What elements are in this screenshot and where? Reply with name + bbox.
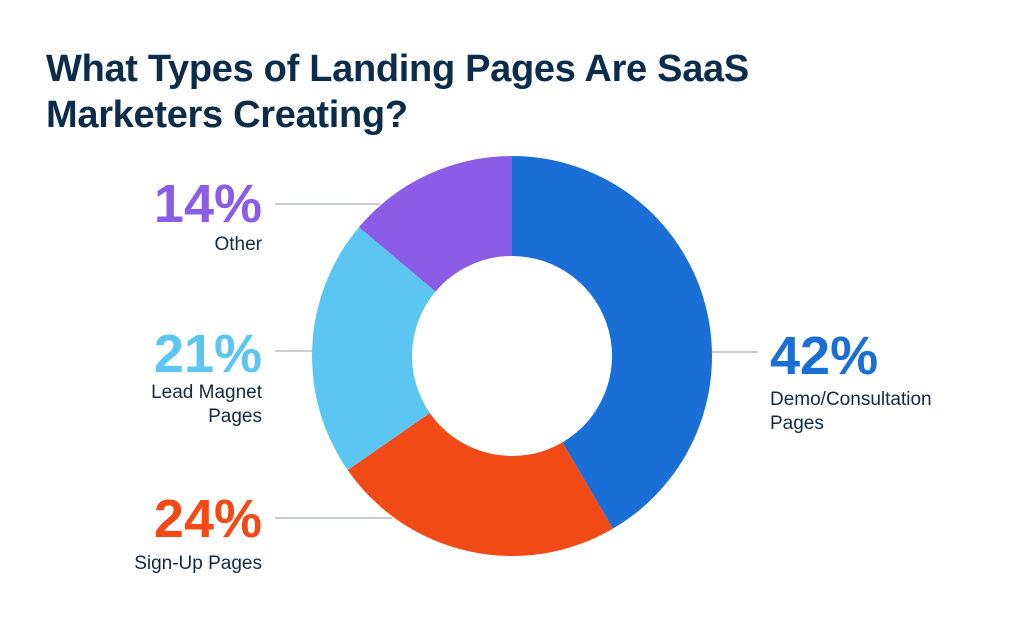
donut-slice-1	[347, 413, 613, 556]
slice-category-label-2-0: Lead Magnet	[151, 382, 263, 403]
donut-slice-2	[312, 227, 436, 471]
slice-category-label-3-0: Other	[214, 234, 262, 255]
slice-percent-label-3: 14%	[154, 174, 262, 234]
slice-percent-label-2: 21%	[154, 324, 262, 384]
donut-slice-3	[359, 156, 512, 292]
slice-category-label-0-1: Pages	[770, 413, 824, 434]
donut-slice-0	[512, 156, 712, 529]
slice-category-label-2-1: Pages	[208, 406, 262, 427]
chart-title: What Types of Landing Pages Are SaaS Mar…	[46, 48, 749, 136]
slice-category-label-1-0: Sign-Up Pages	[134, 553, 262, 574]
slice-percent-label-1: 24%	[154, 489, 262, 549]
slice-percent-label-0: 42%	[770, 326, 878, 386]
slice-category-label-0-0: Demo/Consultation	[770, 389, 932, 410]
